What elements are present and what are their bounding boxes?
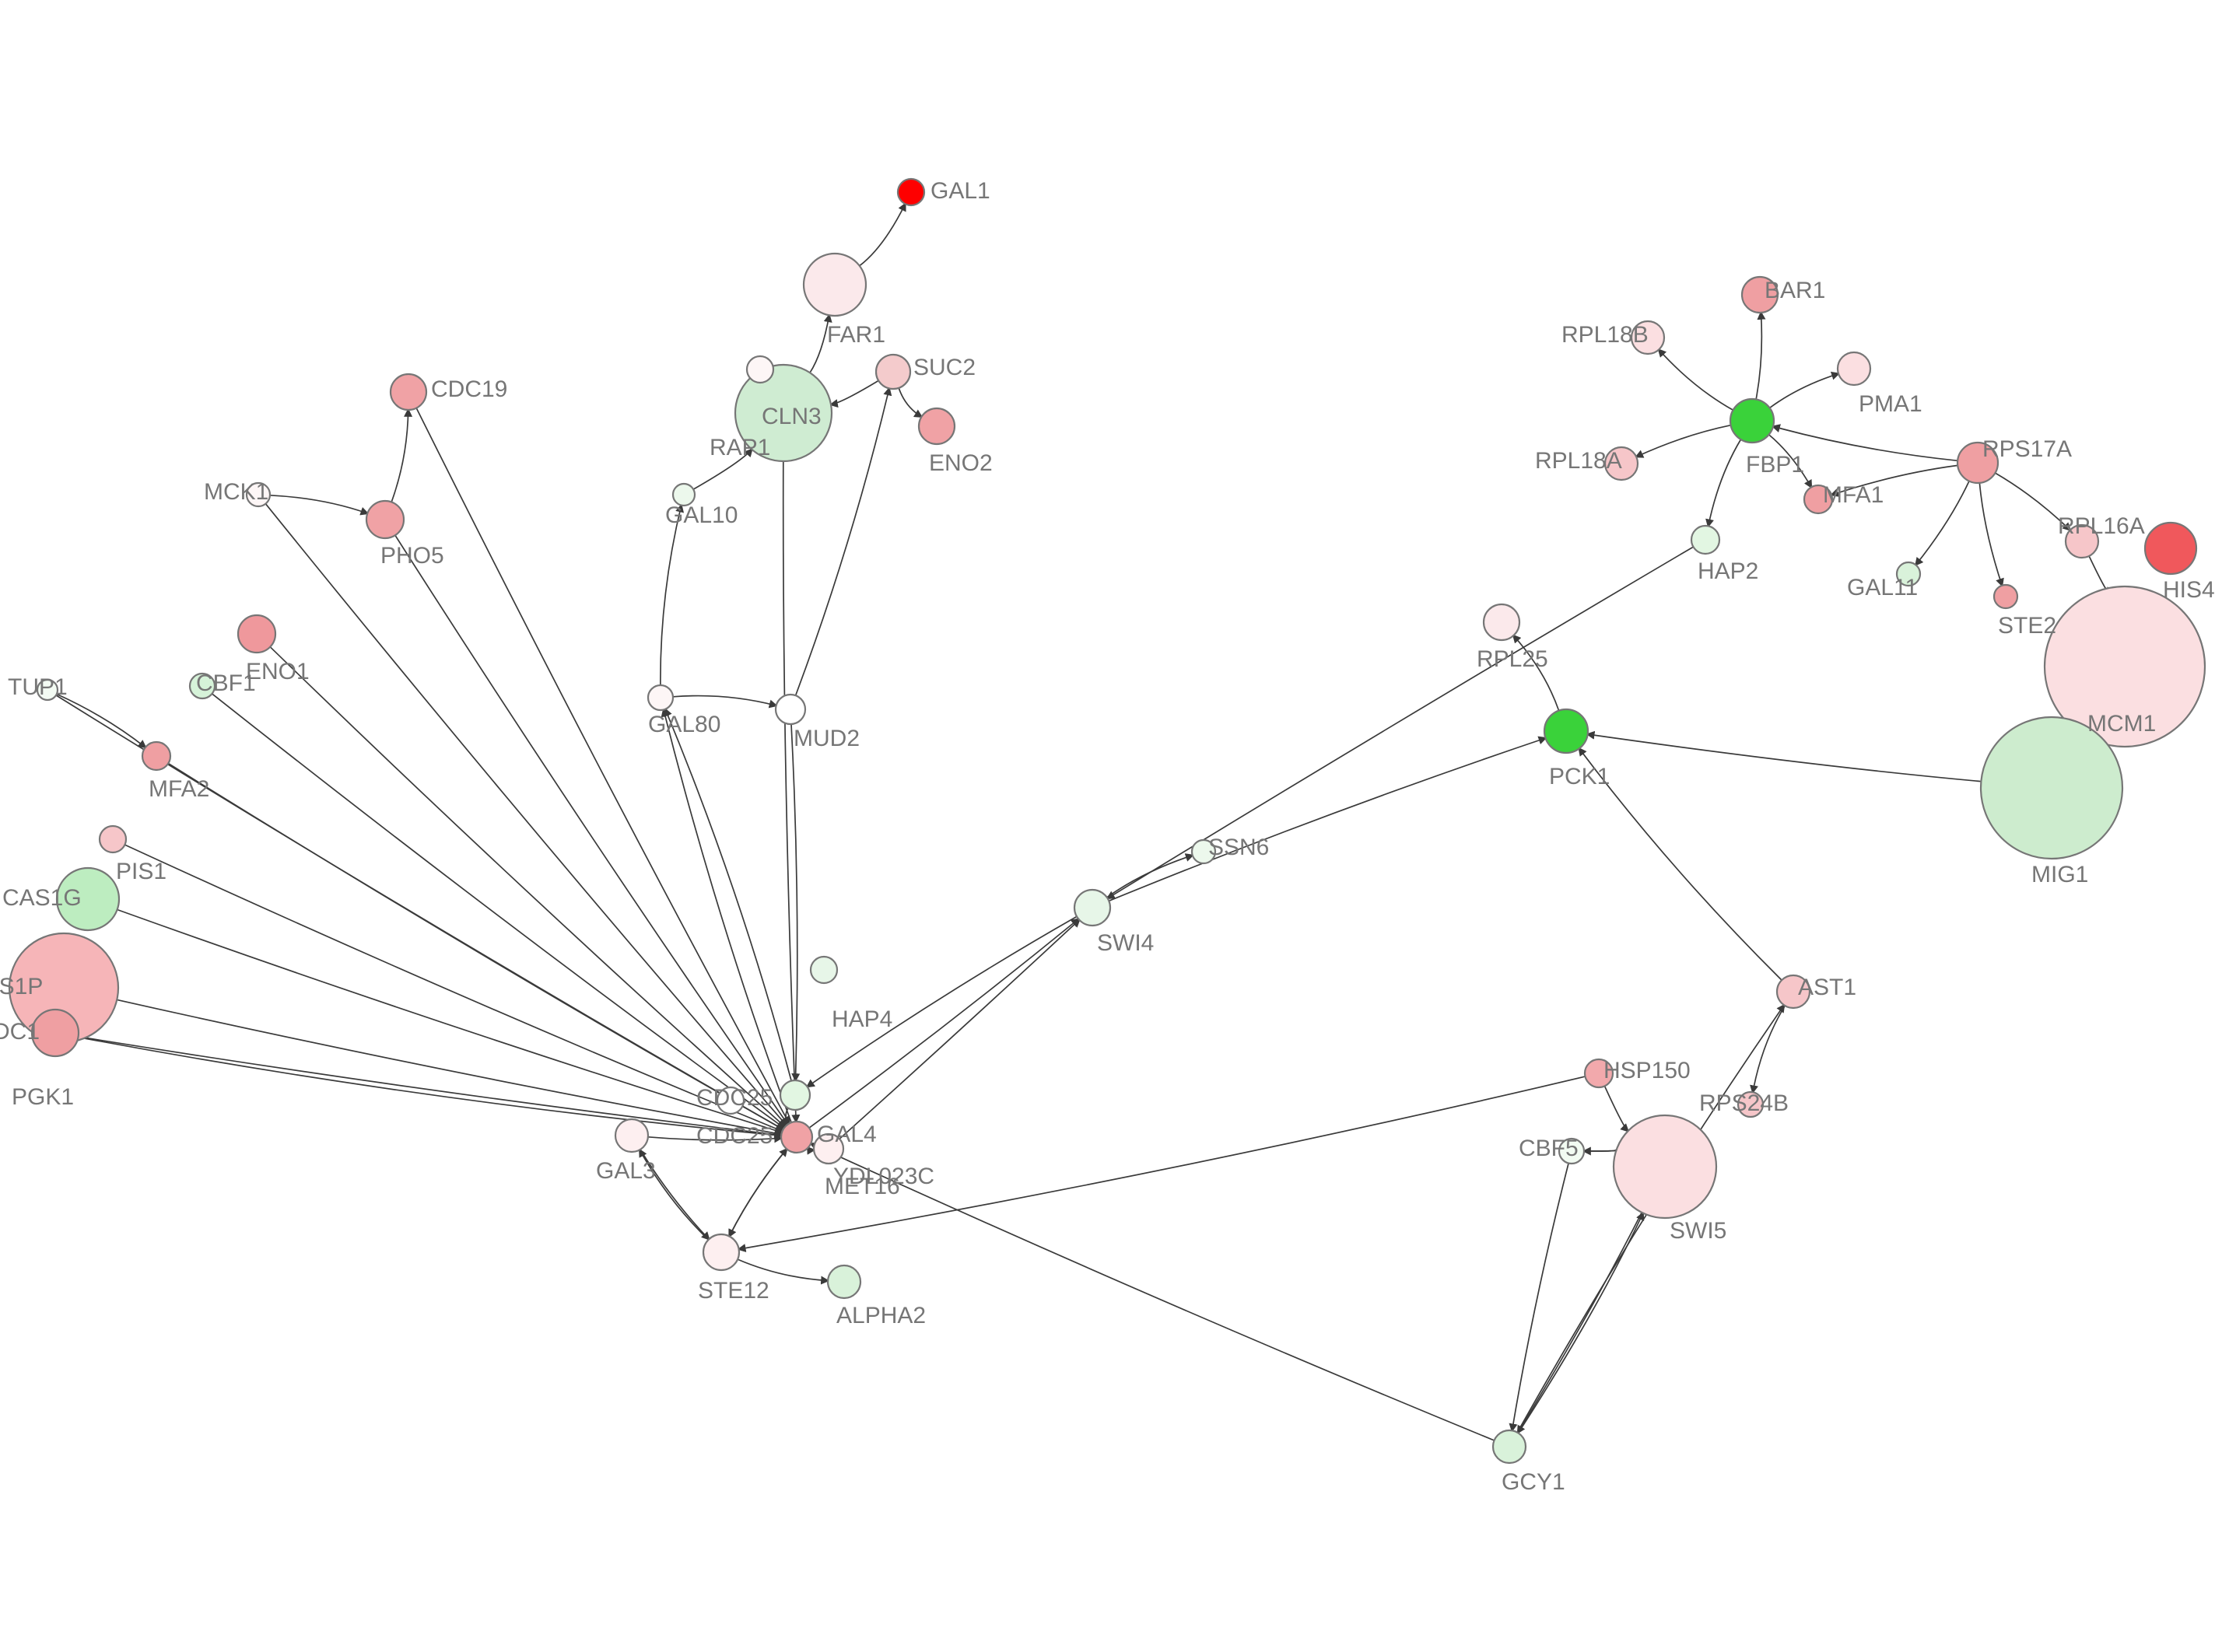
svg-text:PIS1: PIS1 (116, 859, 166, 884)
svg-text:RPS24B: RPS24B (1699, 1090, 1789, 1116)
svg-text:RPS17A: RPS17A (1982, 436, 2072, 462)
svg-text:CDC25: CDC25 (696, 1085, 773, 1111)
svg-text:MIG1: MIG1 (2031, 862, 2088, 887)
svg-text:GAL1: GAL1 (931, 178, 990, 204)
svg-text:FAR1: FAR1 (827, 322, 885, 348)
svg-text:MET16: MET16 (825, 1174, 900, 1199)
svg-text:CDC25: CDC25 (696, 1123, 773, 1149)
svg-text:SWI4: SWI4 (1097, 930, 1154, 956)
svg-text:MFA1: MFA1 (1823, 482, 1884, 508)
svg-text:STE12: STE12 (698, 1278, 769, 1304)
svg-text:MFA2: MFA2 (149, 776, 209, 802)
svg-text:RPL16A: RPL16A (2058, 513, 2145, 539)
svg-text:MUD2: MUD2 (794, 726, 860, 751)
svg-text:STE2: STE2 (1998, 613, 2056, 639)
svg-text:MCK1: MCK1 (204, 479, 268, 505)
svg-text:RPL18B: RPL18B (1561, 322, 1649, 348)
svg-text:SWI5: SWI5 (1670, 1218, 1726, 1244)
svg-text:GCY1: GCY1 (1502, 1469, 1565, 1495)
svg-text:RPL18A: RPL18A (1535, 448, 1622, 474)
svg-text:HIS4: HIS4 (2163, 577, 2215, 603)
svg-text:BAR1: BAR1 (1765, 278, 1825, 303)
svg-text:PMA1: PMA1 (1859, 391, 1922, 417)
svg-text:CLN3: CLN3 (762, 404, 822, 429)
svg-text:CAS1P: CAS1P (0, 974, 43, 999)
svg-text:GAL11: GAL11 (1847, 575, 1918, 600)
svg-text:CBF5: CBF5 (1519, 1136, 1579, 1161)
svg-text:CAS1G: CAS1G (2, 885, 82, 911)
svg-text:RPL25: RPL25 (1477, 646, 1548, 672)
svg-text:SUC2: SUC2 (913, 355, 976, 380)
svg-text:SSN6: SSN6 (1208, 835, 1269, 860)
svg-text:GAL4: GAL4 (817, 1122, 877, 1147)
svg-text:MCM1: MCM1 (2087, 711, 2156, 737)
svg-text:FBP1: FBP1 (1746, 452, 1804, 478)
svg-text:ENO2: ENO2 (929, 450, 993, 476)
svg-text:RAP1: RAP1 (710, 435, 770, 460)
svg-text:PCK1: PCK1 (1549, 764, 1610, 789)
svg-text:PGK1: PGK1 (12, 1084, 74, 1110)
svg-text:HAP2: HAP2 (1698, 558, 1758, 584)
svg-text:ALPHA2: ALPHA2 (836, 1303, 926, 1328)
svg-text:PHO5: PHO5 (380, 543, 444, 569)
svg-text:AST1: AST1 (1798, 975, 1856, 1000)
svg-text:HAP4: HAP4 (832, 1006, 892, 1032)
svg-text:CDC19: CDC19 (431, 376, 507, 402)
svg-text:GAL10: GAL10 (665, 502, 738, 528)
svg-text:CBF1: CBF1 (196, 670, 256, 696)
svg-text:HSP150: HSP150 (1603, 1058, 1691, 1083)
svg-text:GAL3: GAL3 (596, 1158, 656, 1184)
svg-text:TUP1: TUP1 (8, 674, 68, 700)
svg-text:GAL80: GAL80 (648, 712, 720, 737)
